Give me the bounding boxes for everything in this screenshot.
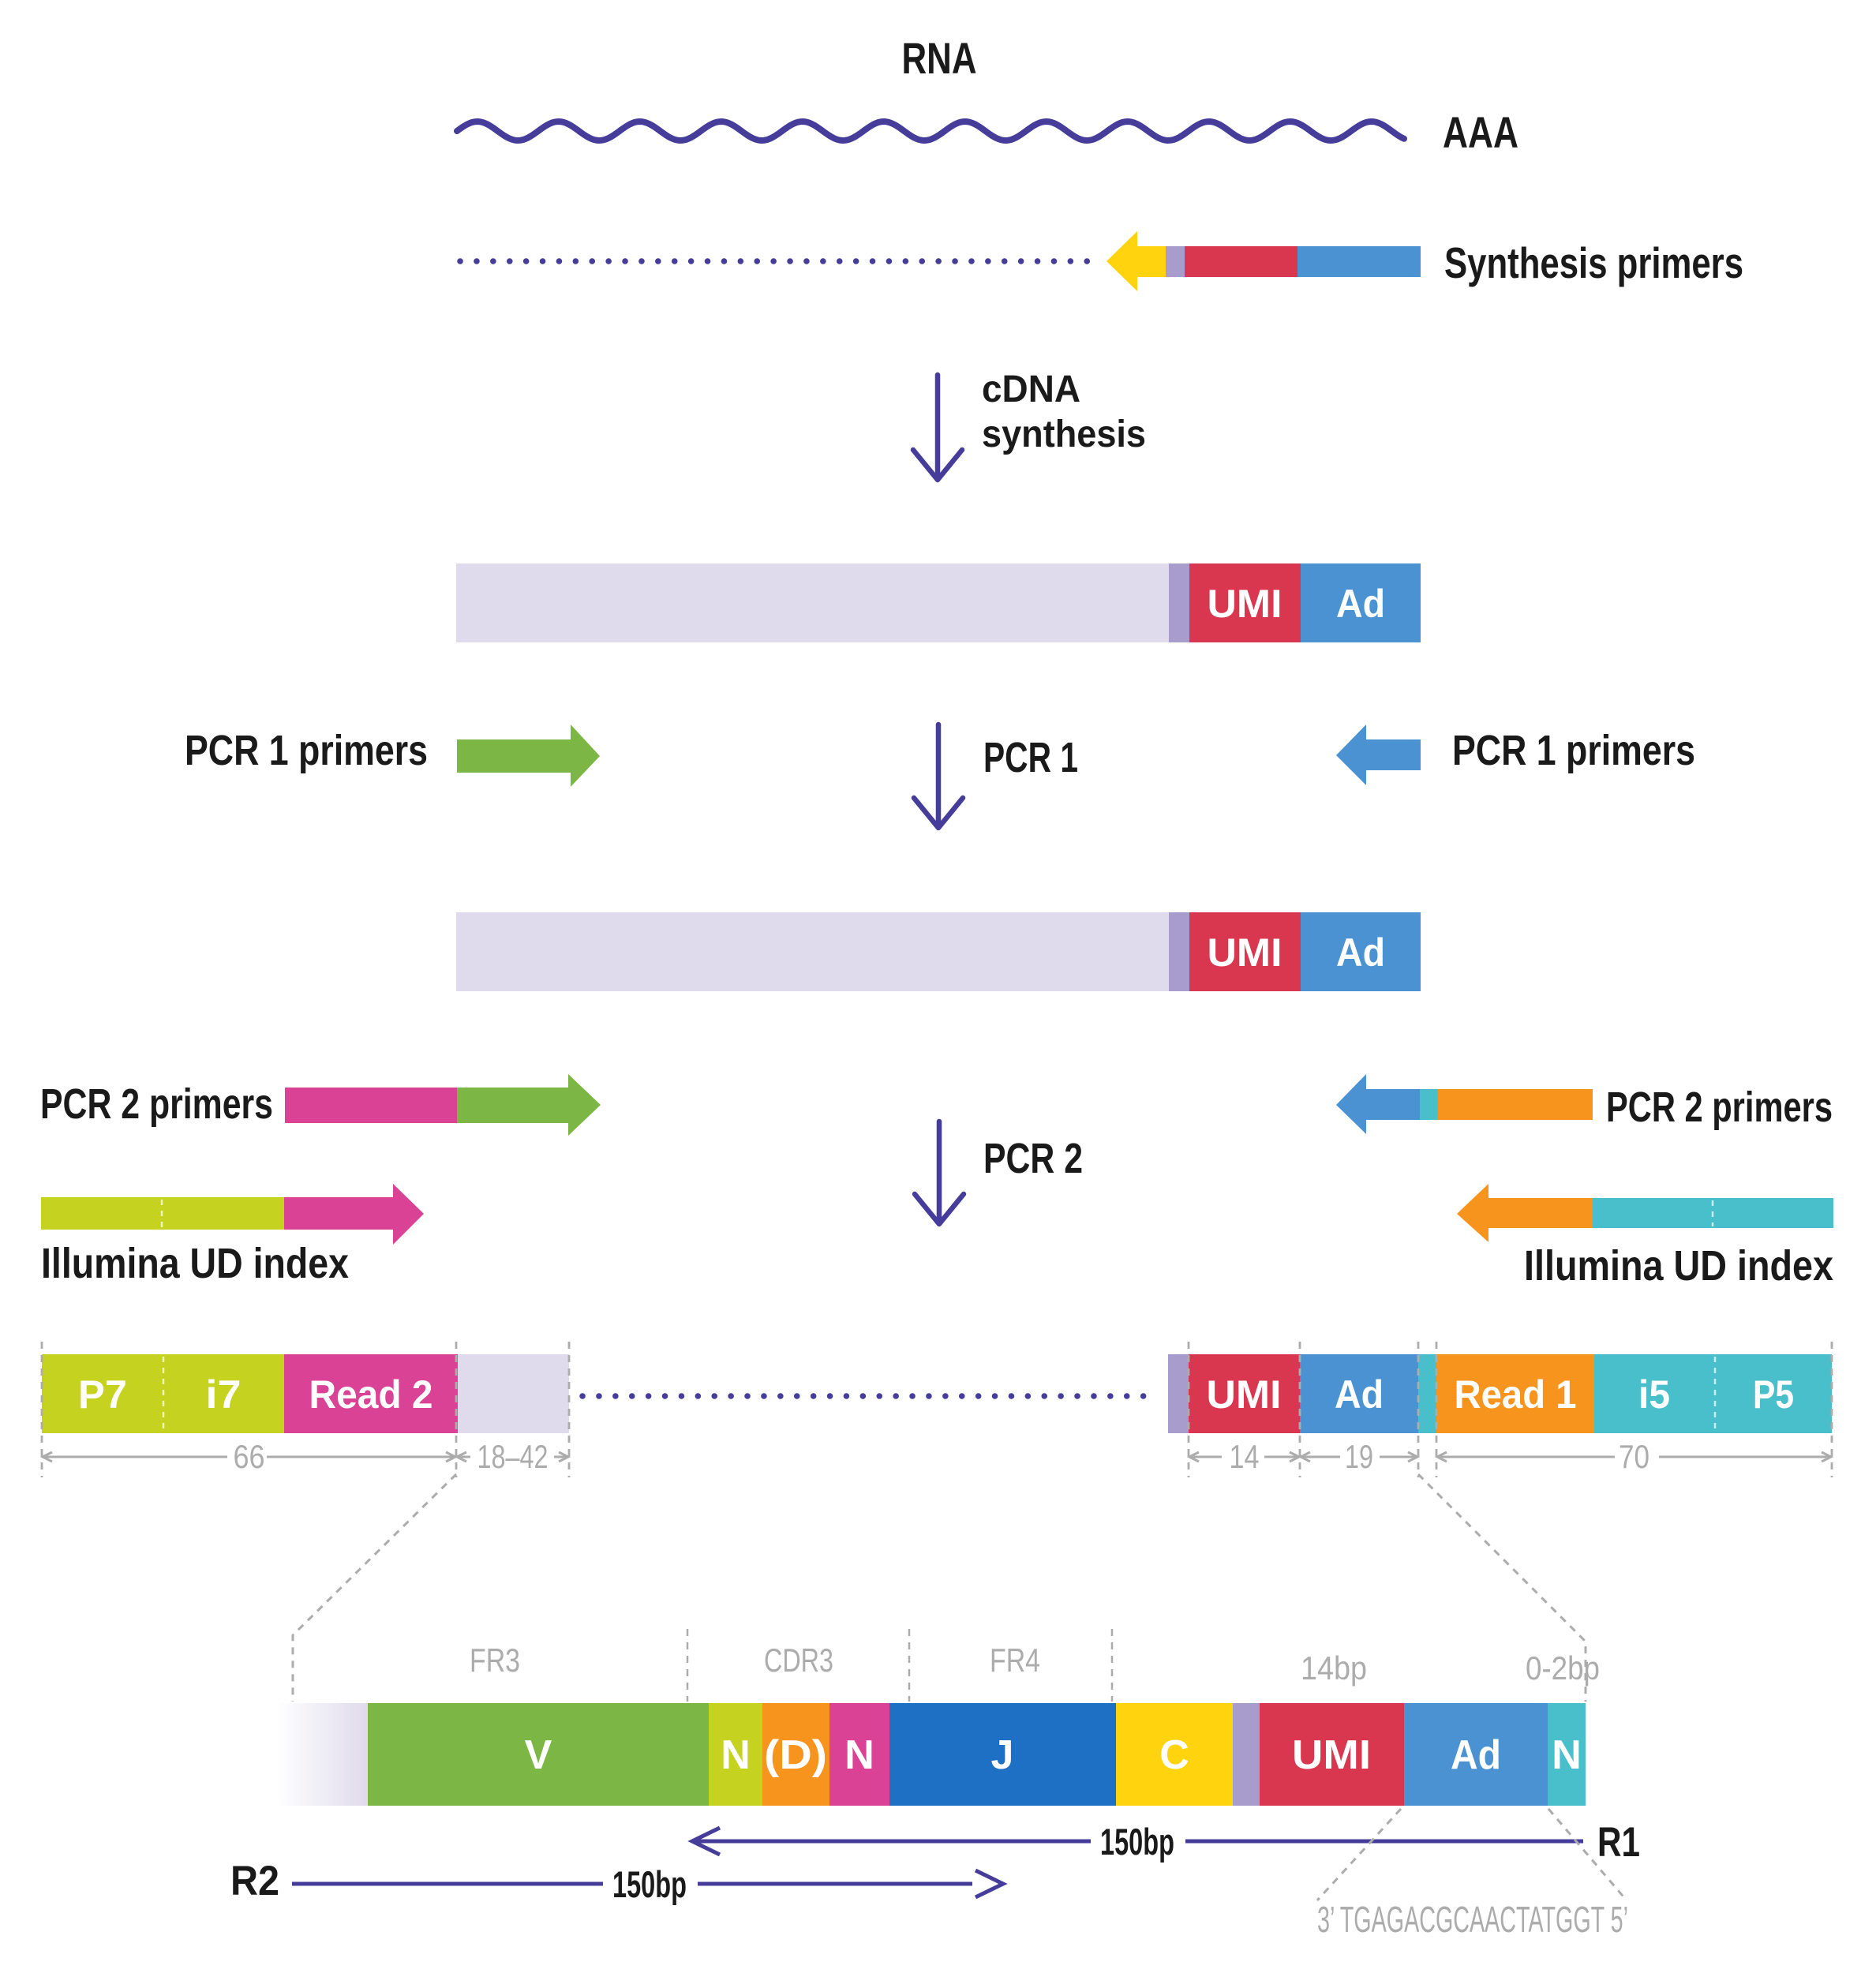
svg-text:P5: P5 [1753, 1372, 1794, 1417]
svg-text:Illumina UD index: Illumina UD index [41, 1240, 349, 1287]
svg-text:(D): (D) [764, 1732, 827, 1778]
svg-text:RNA: RNA [902, 33, 977, 83]
svg-text:14bp: 14bp [1301, 1649, 1367, 1687]
svg-text:14: 14 [1230, 1438, 1260, 1475]
svg-text:18–42: 18–42 [477, 1438, 549, 1475]
svg-text:PCR 1 primers: PCR 1 primers [1452, 727, 1695, 774]
svg-text:C: C [1159, 1732, 1189, 1778]
svg-text:synthesis: synthesis [982, 414, 1146, 455]
svg-text:AAA: AAA [1443, 107, 1518, 157]
svg-text:FR3: FR3 [470, 1642, 520, 1679]
svg-text:UMI: UMI [1207, 1372, 1282, 1417]
svg-text:Read 2: Read 2 [309, 1372, 433, 1417]
svg-text:i5: i5 [1638, 1372, 1670, 1417]
svg-text:CDR3: CDR3 [764, 1642, 833, 1679]
svg-text:R2: R2 [230, 1858, 279, 1904]
svg-text:UMI: UMI [1292, 1732, 1371, 1778]
svg-text:N: N [721, 1732, 751, 1778]
svg-text:19: 19 [1345, 1438, 1373, 1475]
svg-text:UMI: UMI [1208, 930, 1282, 975]
svg-text:V: V [525, 1732, 552, 1778]
svg-text:R1: R1 [1597, 1819, 1640, 1866]
svg-text:3’ TGAGACGCAACTATGGT 5’: 3’ TGAGACGCAACTATGGT 5’ [1317, 1899, 1628, 1940]
svg-text:Ad: Ad [1336, 582, 1385, 626]
svg-text:PCR 2 primers: PCR 2 primers [40, 1080, 273, 1128]
svg-text:Synthesis primers: Synthesis primers [1444, 238, 1743, 287]
svg-text:N: N [1552, 1732, 1582, 1778]
svg-text:Illumina UD index: Illumina UD index [1524, 1242, 1833, 1290]
svg-text:Ad: Ad [1451, 1732, 1501, 1778]
svg-text:UMI: UMI [1208, 582, 1282, 626]
svg-text:cDNA: cDNA [982, 369, 1080, 410]
svg-text:PCR 1: PCR 1 [983, 734, 1078, 781]
svg-text:J: J [991, 1732, 1014, 1778]
svg-text:PCR 2: PCR 2 [983, 1135, 1083, 1182]
svg-text:i7: i7 [206, 1372, 242, 1417]
svg-text:150bp: 150bp [612, 1863, 687, 1905]
svg-text:150bp: 150bp [1100, 1821, 1174, 1863]
svg-text:P7: P7 [78, 1372, 127, 1417]
svg-text:66: 66 [234, 1438, 265, 1475]
svg-text:Ad: Ad [1335, 1372, 1384, 1417]
svg-text:PCR 2 primers: PCR 2 primers [1606, 1084, 1833, 1131]
svg-text:0-2bp: 0-2bp [1526, 1649, 1600, 1687]
svg-text:Read 1: Read 1 [1455, 1372, 1577, 1417]
svg-text:PCR 1 primers: PCR 1 primers [185, 727, 428, 774]
svg-text:FR4: FR4 [990, 1642, 1040, 1679]
svg-text:70: 70 [1619, 1438, 1649, 1475]
svg-text:Ad: Ad [1336, 930, 1385, 975]
svg-text:N: N [844, 1732, 874, 1778]
